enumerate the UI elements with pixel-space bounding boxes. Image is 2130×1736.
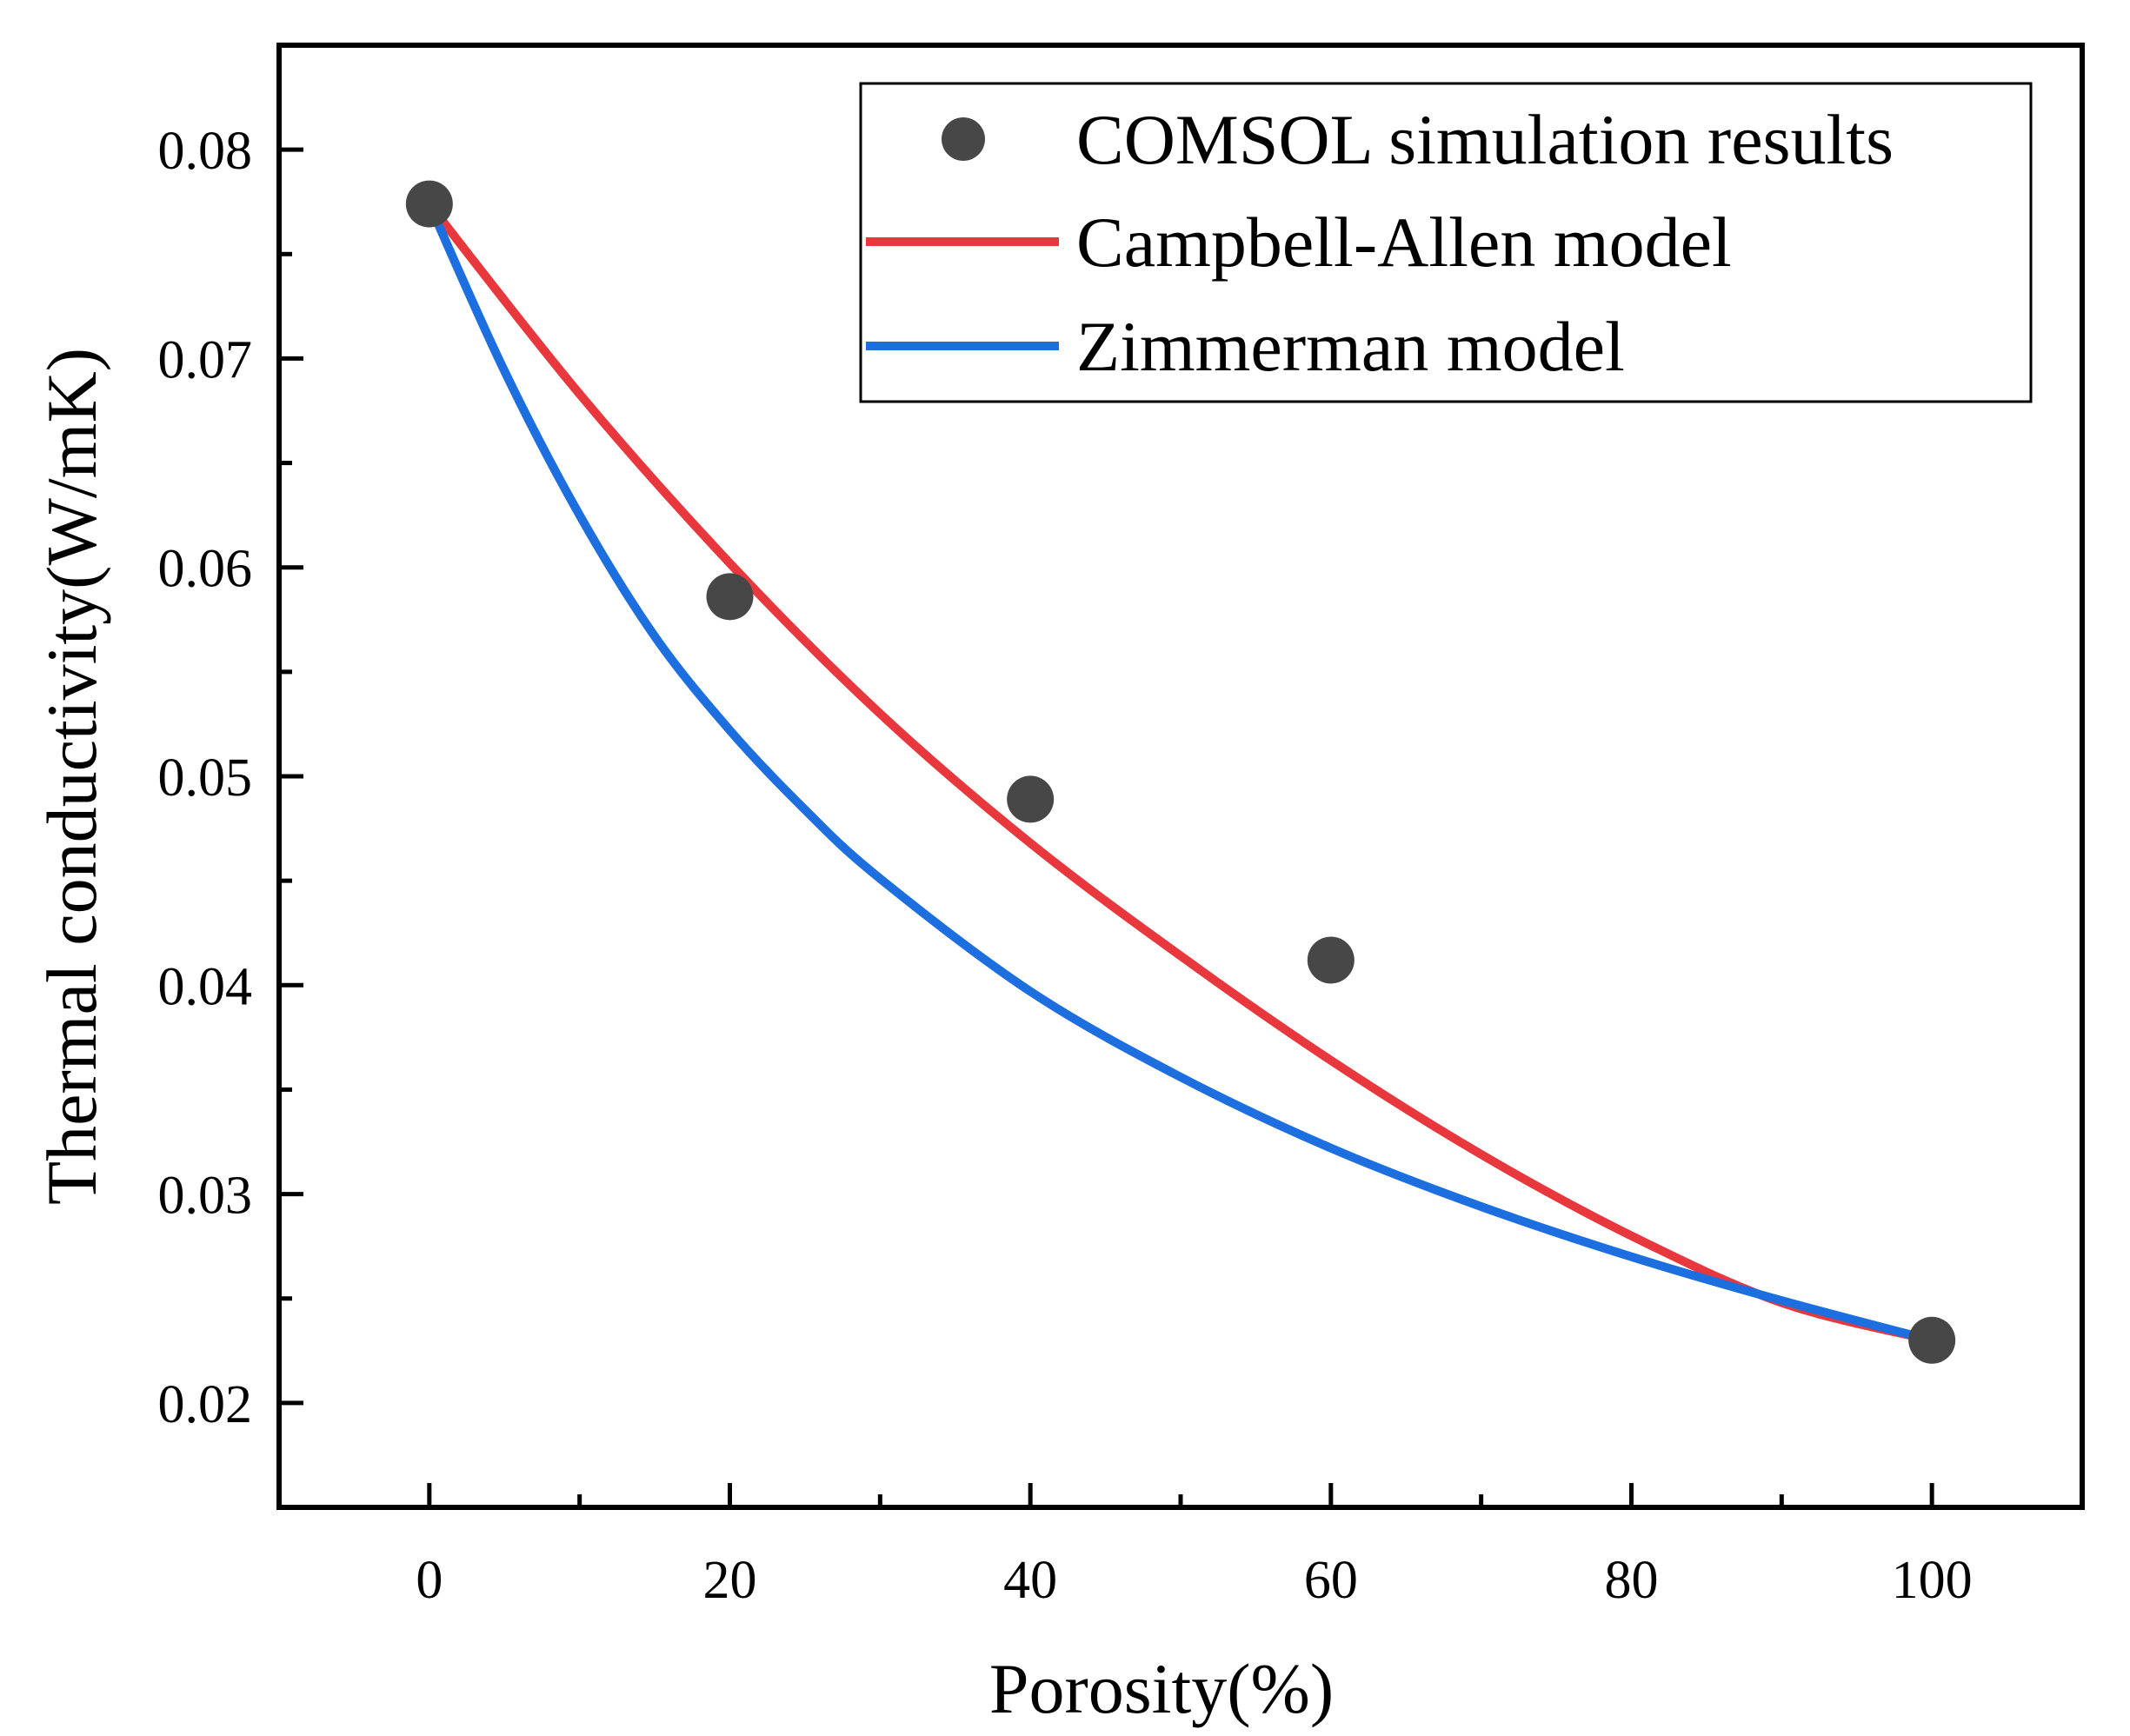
- legend: COMSOL simulation results Campbell-Allen…: [859, 82, 2033, 403]
- series-line-2: [424, 199, 1937, 1345]
- x-tick-label: 40: [1003, 1551, 1057, 1610]
- y-tick-label: 0.05: [158, 748, 253, 808]
- x-axis-title: Porosity(%): [989, 1649, 1334, 1728]
- legend-label-comsol: COMSOL simulation results: [1076, 100, 1894, 179]
- data-point: [1007, 775, 1055, 823]
- y-tick-label: 0.08: [158, 122, 253, 181]
- data-point: [1908, 1316, 1956, 1364]
- ticks-layer: [279, 147, 1934, 1507]
- data-point: [706, 573, 754, 621]
- data-point: [405, 180, 453, 228]
- x-tick-label: 0: [416, 1551, 443, 1610]
- y-tick-label: 0.06: [158, 540, 253, 599]
- x-tick-label: 60: [1304, 1551, 1358, 1610]
- series-line-1: [424, 199, 1937, 1345]
- legend-label-zimmerman: Zimmerman model: [1076, 307, 1625, 386]
- y-tick-label: 0.04: [158, 957, 253, 1016]
- legend-marker-comsol: [942, 117, 985, 161]
- x-tick-label: 100: [1892, 1551, 1973, 1610]
- labels-layer: 0 20 40 60 80 100 0.02 0.03 0.04 0.05 0.06 0.07 0.08: [158, 122, 1973, 1610]
- y-tick-label: 0.03: [158, 1167, 253, 1226]
- y-tick-label: 0.02: [158, 1375, 253, 1434]
- series-layer: [405, 180, 1956, 1364]
- data-point: [1307, 936, 1355, 984]
- y-tick-label: 0.07: [158, 330, 253, 389]
- y-axis-title: Thermal conductivity(W/mK): [32, 348, 111, 1205]
- x-tick-label: 20: [703, 1551, 757, 1610]
- x-tick-label: 80: [1605, 1551, 1659, 1610]
- legend-label-campbell-allen: Campbell-Allen model: [1076, 203, 1732, 282]
